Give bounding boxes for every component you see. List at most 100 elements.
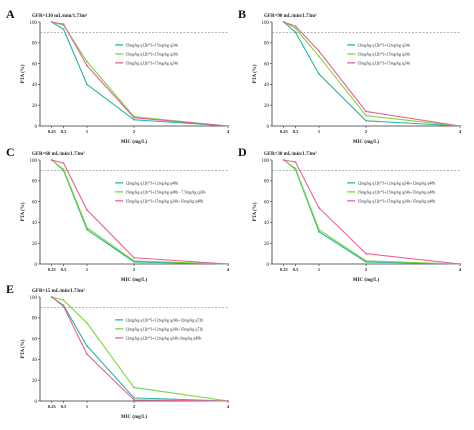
y-tick-label: 100 [262,21,270,26]
x-tick-label: 4 [227,267,230,272]
data-point [365,119,367,122]
y-tick-label: 0 [35,400,38,405]
data-point [62,23,65,25]
y-axis-label: PTA (%) [21,202,26,221]
x-tick-label: 0.5 [293,267,299,272]
y-tick-label: 60 [264,200,270,205]
y-axis-label: PTA (%) [253,64,258,83]
data-point [62,168,65,171]
y-tick-label: 80 [264,42,270,47]
legend-label: 12mg/kg q12h*3+12mg/kg q24h+3mg/kg q48h [125,335,201,340]
data-point [282,159,285,161]
data-point [133,259,135,262]
series-line [51,296,229,402]
panel-letter: E [6,282,14,296]
panel-letter: A [6,7,15,21]
legend-label: 15mg/kg q12h*3+15mg/kg q24h [125,42,178,47]
y-axis-label: PTA (%) [21,339,26,358]
x-tick-label: 2 [365,129,368,134]
x-axis-label: MIC (mg/L) [121,278,148,283]
y-tick-label: 20 [32,379,38,384]
data-point [133,116,135,119]
chart-panel: C GFR=60 mL/min/1.73m² 0 20 40 60 80 100 0.25 0.5… [6,145,230,283]
panel-title: GFR=15 mL/min/1.73m² [32,288,85,294]
data-point [294,25,297,28]
data-point [227,125,229,127]
x-tick-label: 0.5 [61,129,67,134]
series-line [51,21,229,127]
series-line [283,21,461,127]
x-tick-label: 2 [133,129,136,134]
data-point [50,21,53,23]
x-tick-label: 0.25 [280,129,289,134]
data-point [318,73,320,75]
data-point [133,386,135,389]
y-tick-label: 40 [32,83,38,88]
y-axis-label: PTA (%) [253,202,258,221]
data-point [318,50,320,53]
panel-title: GFR=30 mL/min/1.73m² [264,151,317,157]
legend-label: 12mg/kg q12h*3+12mg/kg q48h [125,180,178,185]
x-axis-label: MIC (mg/L) [121,415,148,420]
y-tick-label: 40 [264,221,270,226]
panel-letter: D [238,145,247,159]
series-line [51,296,229,402]
x-axis-label: MIC (mg/L) [353,278,380,283]
y-tick-label: 100 [30,21,38,26]
legend-label: 12mg/kg q12h*3+12mg/kg q24h [357,42,410,47]
data-point [62,162,65,165]
legend-label: 15mg/kg q12h*3+15mg/kg q24h+15mg/kg q48h [125,198,203,203]
x-tick-label: 0.5 [61,267,67,272]
panel-title: GFR=60 mL/min/1.73m² [32,151,85,157]
data-point [86,64,88,67]
legend-label: 15mg/kg q12h*3+15mg/kg q24h [125,60,178,65]
x-tick-label: 1 [318,129,321,134]
y-tick-label: 0 [35,125,38,130]
data-point [282,21,285,23]
data-point [294,31,297,34]
y-tick-label: 0 [35,263,38,268]
y-tick-label: 40 [32,221,38,226]
series-line [283,159,461,265]
y-tick-label: 80 [32,42,38,47]
series-line [283,159,461,265]
data-point [50,159,53,161]
data-point [227,263,229,265]
y-tick-label: 40 [32,358,38,363]
series-line [283,21,461,127]
x-tick-label: 2 [133,404,136,409]
legend-label: 15mg/kg q12h*3+15mg/kg q24h+15mg/kg q48h [357,198,435,203]
data-point [86,226,88,229]
y-tick-label: 100 [30,159,38,164]
legend-label: 15mg/kg q12h*3+15mg/kg q24h [357,60,410,65]
data-point [294,161,297,163]
legend-label: 15mg/kg q12h*3+15mg/kg q20h [125,51,178,56]
series-line [51,159,229,265]
panel-letter: C [6,145,15,159]
data-point [86,228,88,231]
series-line [51,21,229,127]
data-point [459,125,461,127]
y-tick-label: 60 [264,62,270,67]
x-tick-label: 1 [86,404,89,409]
y-tick-label: 80 [32,180,38,185]
x-tick-label: 0.25 [48,404,57,409]
legend-label: 12mg/kg q12h*3+12mg/kg q24h+15mg/kg q72h [125,326,203,331]
x-tick-label: 2 [133,267,136,272]
chart-panel: D GFR=30 mL/min/1.73m² 0 20 40 60 80 100 0.25 0.5… [238,145,462,283]
data-point [50,296,53,298]
y-tick-label: 40 [264,83,270,88]
series-line [51,21,229,127]
x-tick-label: 1 [318,267,321,272]
legend-label: 15mg/kg q12h*3+15mg/kg q24h+15mg/kg q48h [357,189,435,194]
panel-title: GFR=90 mL/min/1.73m² [264,13,317,19]
data-point [318,228,320,231]
data-point [86,83,88,86]
series-line [283,21,461,127]
x-tick-label: 4 [459,267,462,272]
data-point [62,299,65,302]
series-line [51,296,229,402]
panel-title: GFR=130 mL/min/1.73m² [32,13,88,19]
data-point [365,114,367,117]
